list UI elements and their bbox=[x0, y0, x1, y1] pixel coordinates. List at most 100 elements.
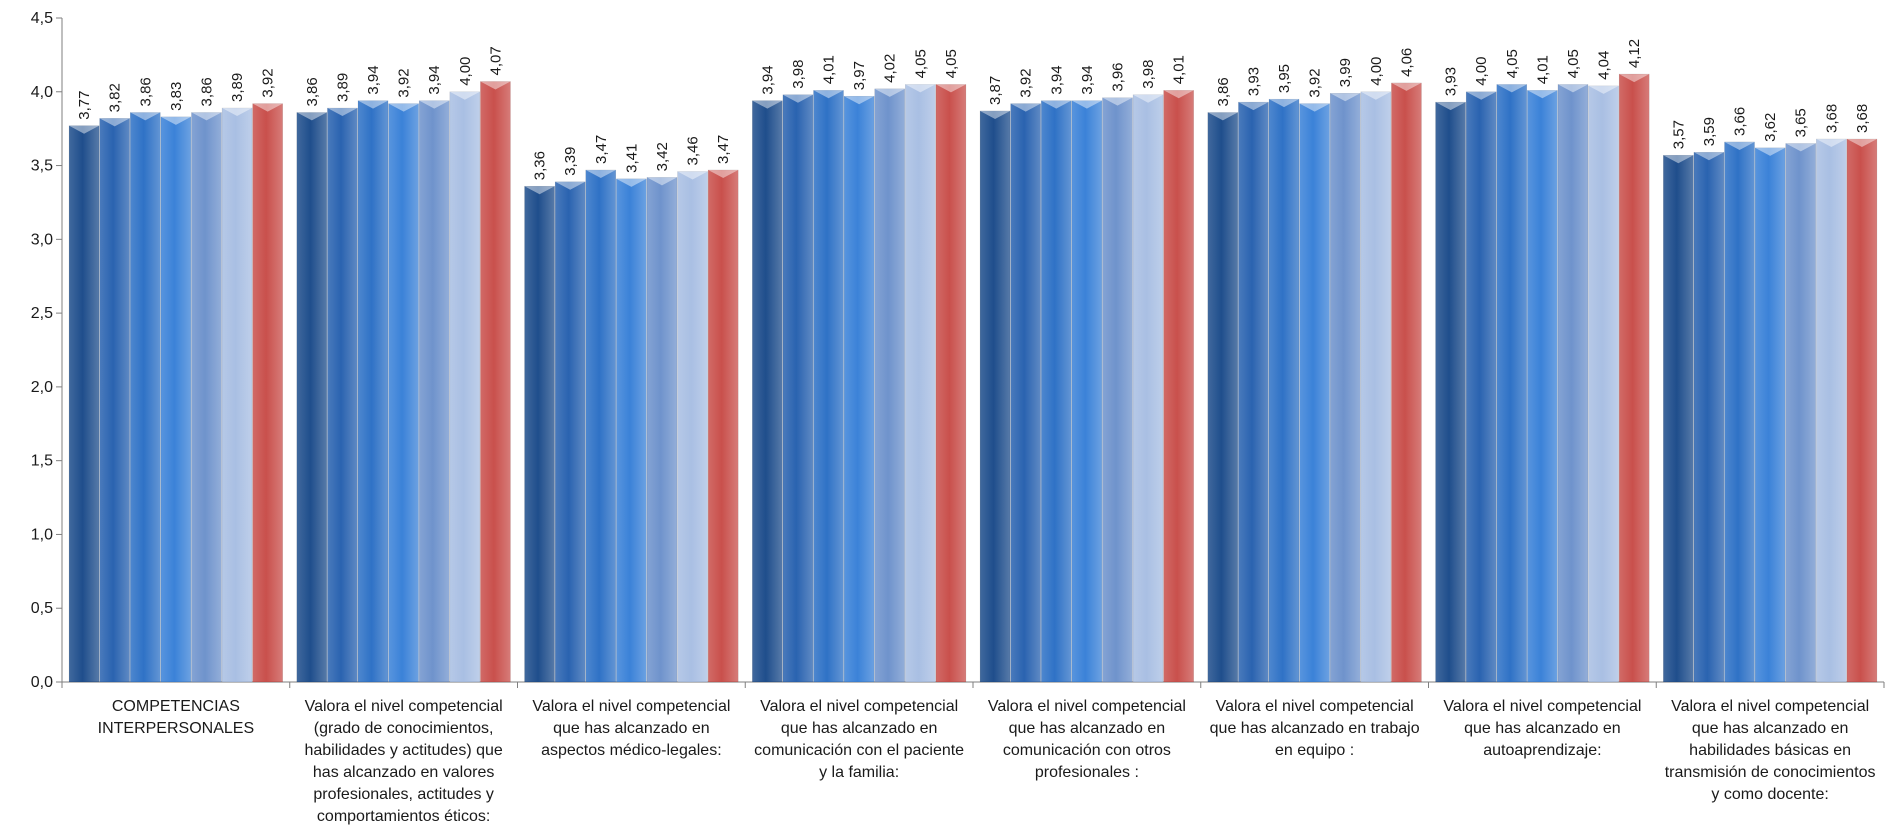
data-label: 4,05 bbox=[1565, 49, 1582, 78]
category-label-line: que has alcanzado en trabajo bbox=[1210, 720, 1420, 737]
data-label: 4,01 bbox=[821, 55, 838, 84]
data-label: 3,62 bbox=[1762, 113, 1779, 142]
bar bbox=[1299, 103, 1330, 683]
bar bbox=[1724, 141, 1755, 683]
bar-bevel bbox=[1816, 138, 1847, 147]
bar bbox=[1010, 103, 1041, 683]
bar bbox=[1329, 93, 1361, 683]
y-tick-label: 3,5 bbox=[31, 158, 53, 175]
y-tick-label: 2,0 bbox=[31, 379, 53, 396]
bar bbox=[1785, 143, 1816, 683]
bar bbox=[677, 171, 708, 683]
bar-bevel bbox=[99, 118, 130, 127]
category-label-line: comunicación con otros bbox=[1003, 742, 1171, 759]
category-label-line: Valora el nivel competencial bbox=[988, 698, 1186, 715]
bar-bevel bbox=[1102, 97, 1133, 106]
bar-bevel bbox=[1466, 91, 1497, 100]
bar bbox=[979, 110, 1011, 683]
bar-bevel bbox=[1041, 100, 1072, 109]
category-label-line: profesionales : bbox=[1035, 764, 1139, 781]
bar bbox=[130, 112, 161, 683]
data-label: 3,59 bbox=[1701, 117, 1718, 146]
bar bbox=[1465, 91, 1497, 683]
category-label-line: COMPETENCIAS bbox=[112, 698, 240, 715]
bar bbox=[1754, 147, 1786, 683]
y-tick-label: 2,5 bbox=[31, 305, 53, 322]
bar bbox=[191, 112, 222, 683]
data-label: 4,07 bbox=[487, 46, 504, 75]
category-label-line: habilidades y actitudes) que bbox=[304, 742, 502, 759]
data-label: 3,77 bbox=[76, 91, 93, 120]
bar bbox=[585, 169, 617, 683]
bar-bevel bbox=[449, 91, 480, 100]
data-label: 4,06 bbox=[1398, 48, 1415, 77]
y-axis: 0,0 0,5 1,0 1,5 2,0 2,5 3,0 3,5 4,0 4,5 bbox=[31, 10, 63, 691]
bar-bevel bbox=[935, 84, 966, 93]
bar-bevel bbox=[1010, 103, 1041, 112]
bar bbox=[1527, 90, 1558, 683]
data-label: 3,92 bbox=[1307, 68, 1324, 97]
bar-bevel bbox=[1238, 102, 1269, 111]
category-label-line: INTERPERSONALES bbox=[98, 720, 254, 737]
y-tick-label: 0,5 bbox=[31, 600, 53, 617]
bar-bevel bbox=[222, 108, 253, 117]
bar bbox=[252, 103, 283, 683]
data-label: 4,00 bbox=[1473, 57, 1490, 86]
data-label: 3,94 bbox=[759, 65, 776, 94]
bar-bevel bbox=[480, 81, 511, 90]
category-label-line: Valora el nivel competencial bbox=[1671, 698, 1869, 715]
bar bbox=[1238, 101, 1269, 683]
bar-bevel bbox=[1846, 138, 1877, 147]
bar bbox=[616, 178, 647, 683]
bar bbox=[524, 185, 555, 683]
category-label: Valora el nivel competencial que has alca… bbox=[754, 698, 964, 781]
y-tick-label: 1,0 bbox=[31, 526, 53, 543]
category-label: Valora el nivel competencial que has alca… bbox=[1665, 698, 1876, 803]
bar bbox=[327, 107, 358, 683]
bar bbox=[1163, 90, 1194, 683]
data-label: 3,86 bbox=[137, 77, 154, 106]
bar-bevel bbox=[1299, 103, 1330, 112]
bar-bevel bbox=[1588, 85, 1619, 94]
data-label: 4,05 bbox=[912, 49, 929, 78]
category-label-line: y la familia: bbox=[819, 764, 899, 781]
bar-bevel bbox=[1163, 90, 1194, 99]
data-label: 4,00 bbox=[1368, 57, 1385, 86]
data-label: 3,92 bbox=[1018, 68, 1035, 97]
bar bbox=[449, 91, 481, 683]
data-label: 3,68 bbox=[1854, 104, 1871, 133]
bar bbox=[1663, 154, 1694, 683]
bar bbox=[813, 90, 844, 683]
bar-bevel bbox=[1557, 84, 1588, 93]
bar bbox=[1435, 101, 1466, 683]
category-label-line: comunicación con el paciente bbox=[754, 742, 964, 759]
data-label: 3,93 bbox=[1245, 67, 1262, 96]
data-label: 3,86 bbox=[304, 77, 321, 106]
bar-bevel bbox=[1435, 102, 1466, 111]
bar-bevel bbox=[160, 116, 191, 125]
data-labels: 3,77 3,82 3,86 3,83 3,86 3,89 3,92 3,86 3,89 3,94… bbox=[76, 39, 1871, 180]
bar-bevel bbox=[1207, 112, 1238, 121]
bar bbox=[905, 84, 936, 683]
bar-bevel bbox=[1269, 99, 1300, 108]
data-label: 4,04 bbox=[1596, 51, 1613, 80]
category-label-line: profesionales, actitudes y bbox=[313, 786, 494, 803]
bar bbox=[357, 100, 389, 683]
category-label-line: en equipo : bbox=[1275, 742, 1354, 759]
category-label-line: autoaprendizaje: bbox=[1483, 742, 1601, 759]
bar-bevel bbox=[296, 112, 327, 121]
bar-bevel bbox=[1496, 84, 1527, 93]
bar-bevel bbox=[752, 100, 783, 109]
bar-bevel bbox=[874, 88, 905, 97]
category-label: Valora el nivel competencial (grado de co… bbox=[304, 698, 502, 825]
data-label: 3,95 bbox=[1276, 64, 1293, 93]
bar-bevel bbox=[191, 112, 222, 121]
category-label-line: habilidades básicas en bbox=[1689, 742, 1851, 759]
category-label-line: Valora el nivel competencial bbox=[532, 698, 730, 715]
category-labels: COMPETENCIAS INTERPERSONALES Valora el niv… bbox=[98, 698, 1876, 825]
bar-bevel bbox=[782, 94, 813, 103]
bar bbox=[1071, 100, 1103, 683]
category-label-line: comportamientos éticos: bbox=[317, 808, 490, 825]
bar-bevel bbox=[1663, 155, 1694, 164]
bar bbox=[388, 103, 419, 683]
